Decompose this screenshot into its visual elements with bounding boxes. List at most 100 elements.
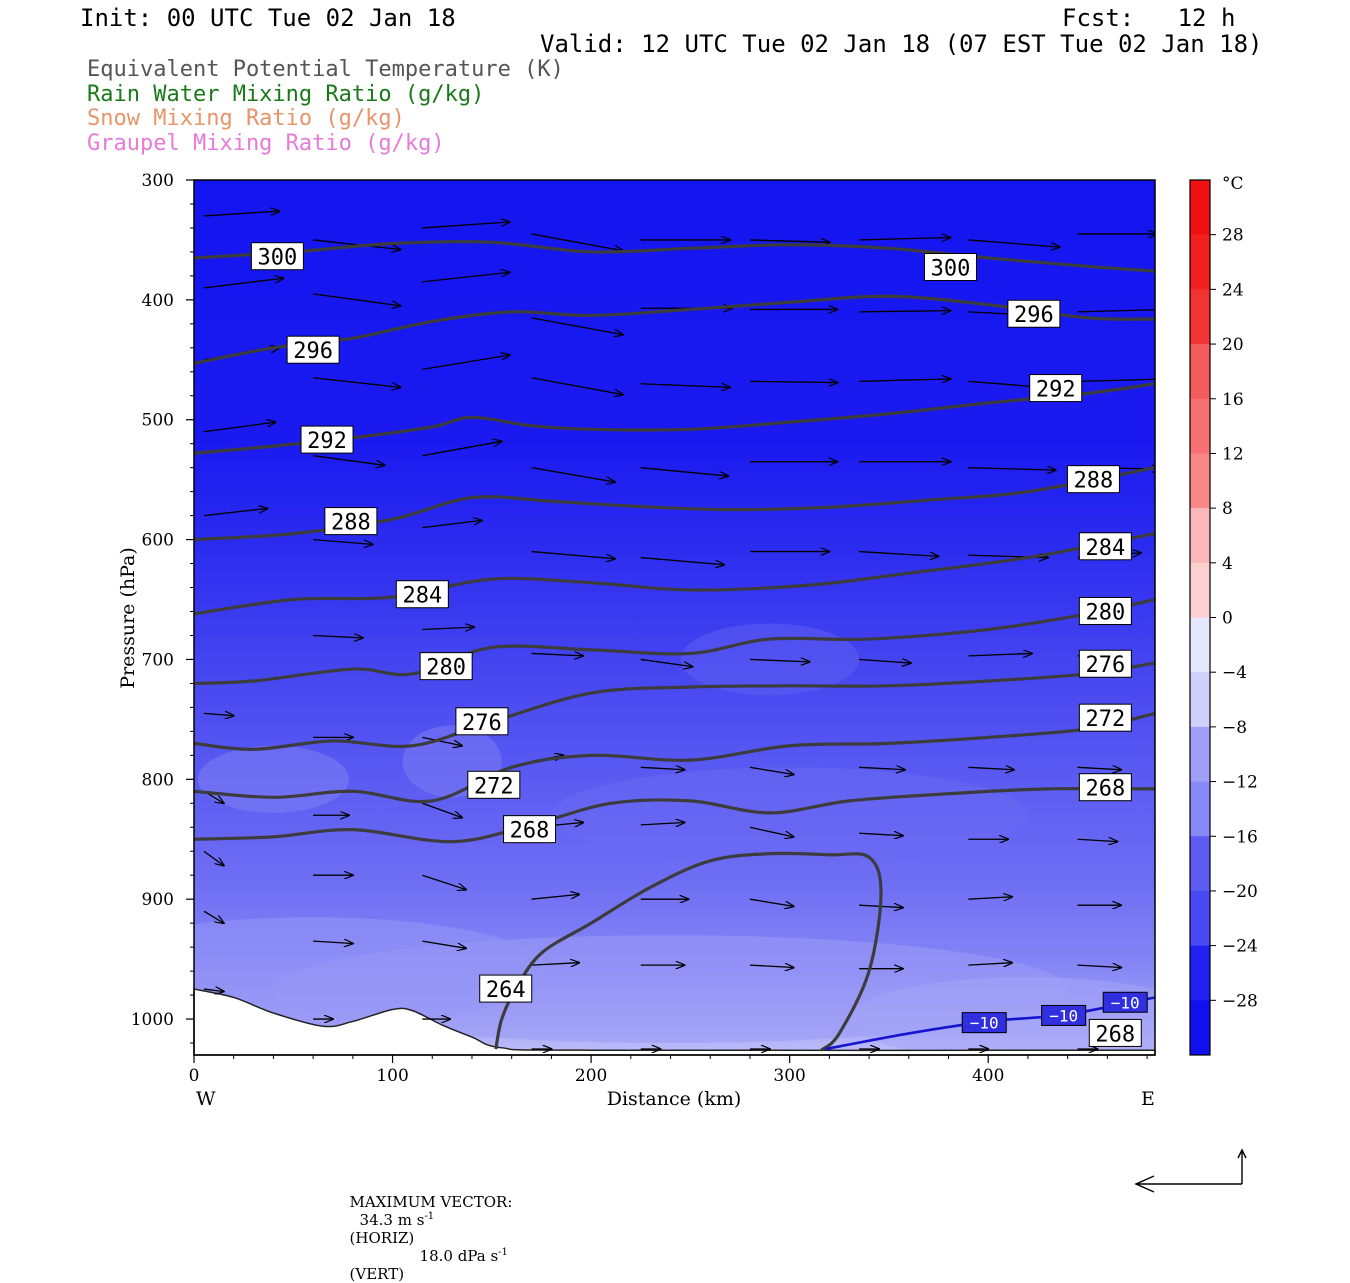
theta-e-label-296: 296 — [286, 335, 340, 364]
wind-vector — [422, 802, 462, 817]
colorbar-tick-label: 16 — [1222, 390, 1244, 410]
wind-vector — [968, 963, 1012, 965]
wind-vector — [422, 441, 501, 457]
svg-text:296: 296 — [293, 339, 333, 364]
colorbar-cell — [1190, 289, 1210, 345]
svg-text:300: 300 — [258, 246, 298, 271]
wind-vector — [422, 736, 462, 745]
theta-e-contour-300 — [194, 240, 1155, 273]
wind-vector — [313, 538, 373, 545]
wind-vector — [749, 965, 794, 967]
colorbar-cell — [1190, 836, 1210, 892]
svg-text:288: 288 — [1074, 469, 1114, 494]
y-tick-label: 900 — [142, 890, 174, 910]
colorbar-cell — [1190, 1000, 1210, 1056]
theta-e-label-268: 268 — [1078, 773, 1132, 802]
theta-e-label-284: 284 — [395, 580, 449, 609]
y-axis-label: Pressure (hPa) — [117, 547, 139, 689]
svg-text:272: 272 — [474, 774, 514, 799]
theta-e-label-288: 288 — [324, 507, 378, 536]
temperature-patch — [194, 917, 552, 1026]
svg-text:−10: −10 — [970, 1014, 999, 1033]
valid-time: Valid: 12 UTC Tue 02 Jan 18 (07 EST Tue … — [540, 30, 1263, 58]
wind-vector — [313, 635, 363, 637]
colorbar-cell — [1190, 344, 1210, 400]
plot-frame — [193, 179, 1156, 1056]
wind-vector — [531, 963, 580, 965]
vert-exp: -1 — [498, 1247, 508, 1258]
colorbar-cell — [1190, 508, 1210, 564]
forecast-hour: Fcst: 12 h — [1062, 4, 1236, 32]
wind-vector — [640, 556, 724, 565]
wind-vector — [749, 381, 837, 382]
theta-e-label-296: 296 — [1007, 299, 1061, 328]
wind-vector — [531, 894, 580, 900]
theta-e-label-288: 288 — [1066, 465, 1120, 494]
theta-e-contour-296 — [194, 294, 1155, 365]
colorbar-tick-label: −4 — [1222, 663, 1247, 683]
svg-text:276: 276 — [462, 711, 502, 736]
wind-vector — [640, 822, 685, 824]
east-label: E — [1141, 1088, 1155, 1110]
wind-vector — [968, 239, 1059, 247]
wind-vector — [749, 240, 829, 242]
wind-vector — [859, 550, 938, 557]
svg-text:300: 300 — [931, 257, 971, 282]
svg-text:280: 280 — [426, 656, 466, 681]
y-tick-label: 300 — [142, 171, 174, 191]
svg-text:280: 280 — [1085, 601, 1125, 626]
legend-theta-e: Equivalent Potential Temperature (K) — [87, 57, 564, 82]
y-tick-label: 1000 — [131, 1010, 174, 1030]
colorbar-cell — [1190, 617, 1210, 673]
init-time: Init: 00 UTC Tue 02 Jan 18 — [80, 4, 456, 32]
colorbar-tick-label: 24 — [1222, 280, 1244, 300]
colorbar-tick-label: 8 — [1222, 499, 1233, 519]
wind-vector — [203, 211, 279, 217]
y-tick-label: 400 — [142, 291, 174, 311]
svg-text:288: 288 — [331, 511, 371, 536]
wind-vector — [422, 940, 466, 948]
colorbar-tick-label: −8 — [1222, 718, 1247, 738]
svg-text:284: 284 — [402, 584, 442, 609]
theta-e-label-bottom: 268 — [1088, 1018, 1142, 1047]
svg-text:268: 268 — [510, 819, 550, 844]
svg-text:264: 264 — [486, 978, 526, 1003]
wind-vector — [749, 659, 810, 661]
x-tick-label: 100 — [376, 1066, 408, 1086]
theta-e-contour-280 — [194, 597, 1155, 686]
wind-vector — [859, 311, 950, 312]
horiz-exp: -1 — [424, 1211, 435, 1222]
wind-vector — [203, 989, 224, 991]
svg-text:276: 276 — [1085, 653, 1125, 678]
wind-vector — [749, 766, 794, 774]
wind-vector — [422, 355, 509, 371]
vert-unit: (VERT) — [349, 1265, 405, 1283]
colorbar-tick-label: 0 — [1222, 609, 1233, 629]
plot-background — [194, 180, 1155, 1055]
theta-e-label-284: 284 — [1078, 532, 1132, 561]
colorbar-tick-label: 20 — [1222, 335, 1244, 355]
colorbar-cell — [1190, 672, 1210, 728]
wind-vector — [859, 767, 905, 769]
wind-vector — [1077, 839, 1118, 841]
wind-vector — [422, 874, 466, 889]
wind-vector — [203, 850, 224, 865]
colorbar-tick-label: −24 — [1222, 937, 1258, 957]
theta-e-label-272: 272 — [1078, 703, 1132, 732]
wind-vector — [859, 659, 911, 663]
wind-vector — [1077, 378, 1155, 383]
wind-vector — [531, 653, 584, 655]
horiz-unit: (HORIZ) — [349, 1229, 415, 1247]
colorbar-tick-label: −20 — [1222, 882, 1258, 902]
svg-text:292: 292 — [1036, 378, 1076, 403]
theta-e-label-300: 300 — [923, 253, 977, 282]
colorbar-cell — [1190, 890, 1210, 947]
isotherm-label: −10 — [961, 1012, 1007, 1034]
legend-graupel: Graupel Mixing Ratio (g/kg) — [87, 131, 445, 156]
wind-vector — [203, 910, 224, 923]
wind-vector — [640, 467, 728, 476]
wind-vector — [313, 293, 400, 306]
y-tick-label: 700 — [142, 650, 174, 670]
legend-rain-water: Rain Water Mixing Ratio (g/kg) — [87, 82, 485, 107]
wind-vector — [313, 455, 384, 466]
